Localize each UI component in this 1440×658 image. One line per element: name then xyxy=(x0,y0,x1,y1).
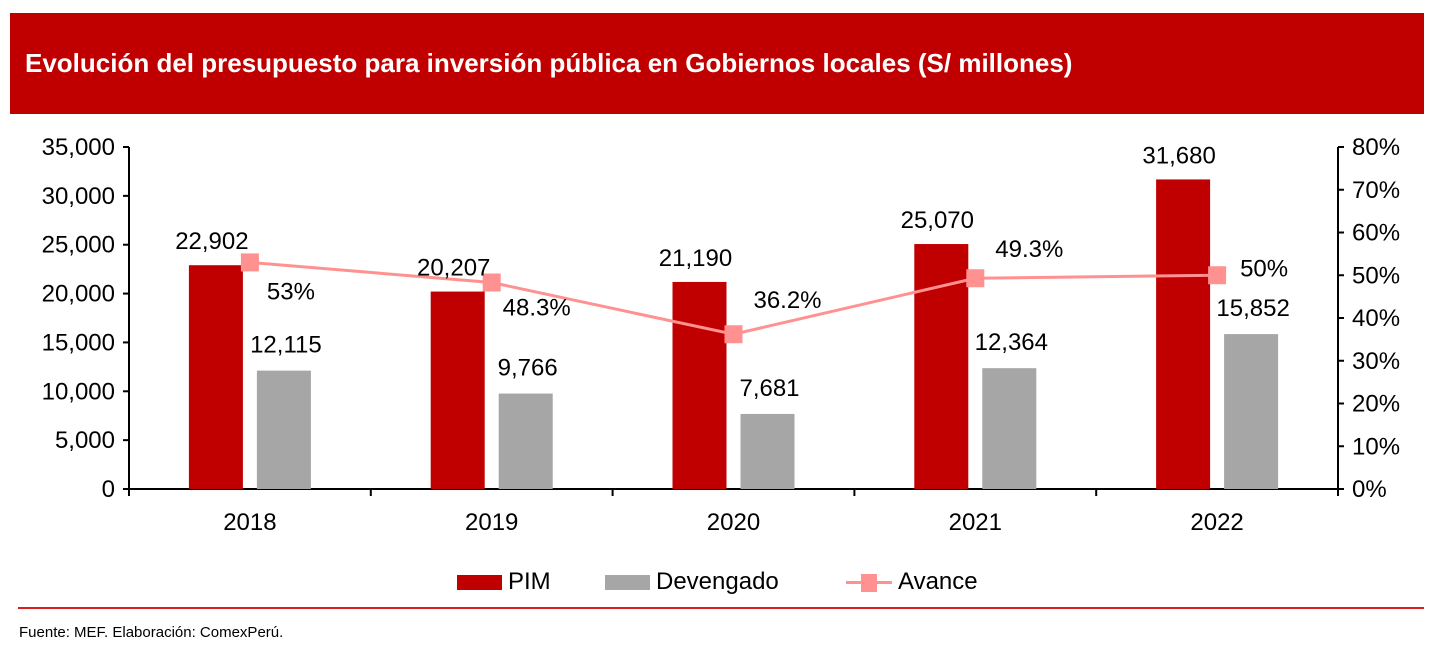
y-left-tick-label: 5,000 xyxy=(55,427,115,454)
chart-area: 0 5,000 10,000 15,000 20,000 25,000 30,000 35,0… xyxy=(42,134,1400,536)
source-note: Fuente: MEF. Elaboración: ComexPerú. xyxy=(19,624,284,641)
bar-pim xyxy=(430,291,485,489)
legend-swatch-pim xyxy=(457,574,502,590)
legend-label-devengado: Devengado xyxy=(656,568,779,595)
x-tick-label: 2019 xyxy=(465,509,518,536)
bar-devengado xyxy=(740,413,795,489)
y-right-tick-label: 40% xyxy=(1352,305,1400,332)
y-left-tick-label: 10,000 xyxy=(42,378,115,405)
legend-label-avance: Avance xyxy=(898,568,978,595)
x-tick-label: 2018 xyxy=(223,509,276,536)
legend-swatch-devengado xyxy=(605,574,650,590)
data-labels: 22,902 12,115 20,207 9,766 21,190 7,681 25,070… xyxy=(175,142,1290,402)
bar-devengado xyxy=(1224,334,1279,489)
bar-pim xyxy=(188,265,243,489)
y-left-tick-label: 20,000 xyxy=(42,281,115,308)
label-avance: 49.3% xyxy=(995,236,1063,263)
label-devengado: 12,364 xyxy=(975,329,1048,356)
avance-marker xyxy=(724,325,743,344)
chart-title: Evolución del presupuesto para inversión… xyxy=(25,48,1073,78)
bars xyxy=(188,179,1279,489)
legend-item-avance: Avance xyxy=(846,564,978,600)
bar-devengado xyxy=(982,368,1037,489)
footer-divider xyxy=(18,607,1424,609)
avance-line xyxy=(249,260,1218,336)
label-avance: 50% xyxy=(1240,255,1288,282)
avance-marker xyxy=(240,253,259,272)
label-devengado: 7,681 xyxy=(739,375,799,402)
legend-label-pim: PIM xyxy=(508,568,551,595)
legend: PIM Devengado Avance xyxy=(0,564,1440,600)
x-tick-label: 2020 xyxy=(707,509,760,536)
label-pim: 20,207 xyxy=(417,255,490,282)
y-right-tick-label: 30% xyxy=(1352,348,1400,375)
y-left-tick-label: 30,000 xyxy=(42,183,115,210)
y-right-tick-label: 20% xyxy=(1352,391,1400,418)
axes: 0 5,000 10,000 15,000 20,000 25,000 30,000 35,0… xyxy=(42,134,1400,536)
label-devengado: 9,766 xyxy=(498,355,558,382)
y-left-tick-label: 35,000 xyxy=(42,134,115,161)
x-tick-label: 2021 xyxy=(949,509,1002,536)
label-devengado: 15,852 xyxy=(1216,295,1289,322)
y-left-tick-label: 25,000 xyxy=(42,232,115,259)
avance-marker xyxy=(1208,266,1227,285)
bar-devengado xyxy=(256,370,311,489)
label-avance: 53% xyxy=(267,278,315,305)
bar-pim xyxy=(1156,179,1211,489)
y-right-tick-label: 60% xyxy=(1352,220,1400,247)
y-right-tick-label: 70% xyxy=(1352,177,1400,204)
label-avance: 48.3% xyxy=(503,295,571,322)
legend-item-devengado: Devengado xyxy=(605,564,779,600)
label-devengado: 12,115 xyxy=(250,332,322,359)
y-left-tick-label: 15,000 xyxy=(42,329,115,356)
label-pim: 31,680 xyxy=(1142,142,1215,169)
avance-marker xyxy=(966,269,985,288)
title-banner: Evolución del presupuesto para inversión… xyxy=(10,13,1424,114)
label-avance: 36.2% xyxy=(753,287,821,314)
y-left-tick-label: 0 xyxy=(102,476,115,503)
label-pim: 25,070 xyxy=(901,207,974,234)
y-right-tick-label: 0% xyxy=(1352,476,1387,503)
bar-devengado xyxy=(498,393,553,489)
y-right-tick-label: 10% xyxy=(1352,433,1400,460)
bar-pim xyxy=(672,281,727,489)
avance-line-group xyxy=(240,253,1227,344)
y-right-tick-label: 80% xyxy=(1352,134,1400,161)
y-right-tick-label: 50% xyxy=(1352,262,1400,289)
avance-marker xyxy=(482,273,501,292)
legend-swatch-avance xyxy=(846,574,892,592)
label-pim: 22,902 xyxy=(175,228,248,255)
legend-item-pim: PIM xyxy=(457,564,551,600)
label-pim: 21,190 xyxy=(659,245,732,272)
x-tick-label: 2022 xyxy=(1190,509,1243,536)
